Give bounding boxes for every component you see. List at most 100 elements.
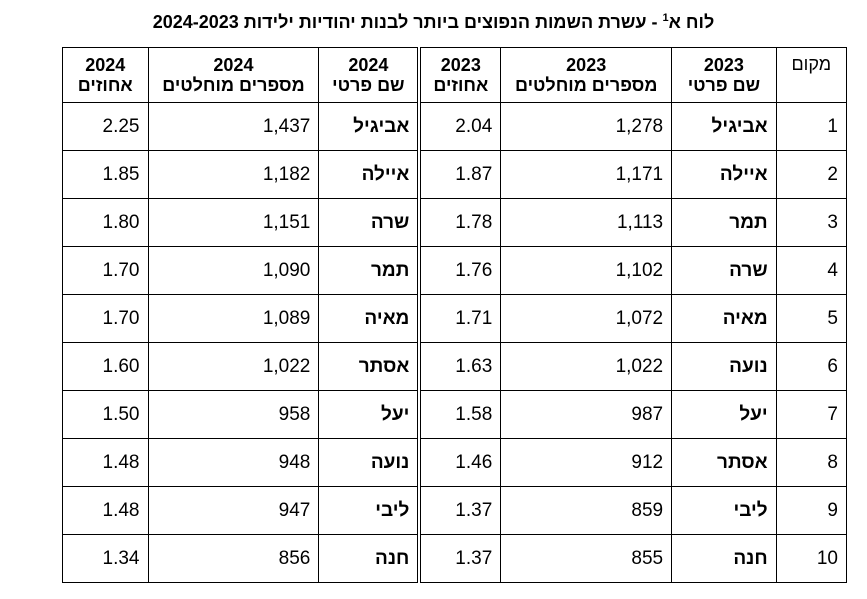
header-text: 2023 [703, 55, 744, 75]
table-cell: מאיה [671, 294, 777, 343]
header-text: שם פרטי [332, 75, 405, 95]
table-cell: 859 [500, 486, 673, 535]
table-cell: אסתר [318, 342, 420, 391]
table-cell: יעל [671, 390, 777, 439]
table-row: 1 אביגיל 1,278 2.04 אביגיל 1,437 2.25 [62, 102, 848, 151]
header-text: מספרים מוחלטים [162, 75, 305, 95]
table-cell: 1.58 [417, 390, 502, 439]
table-cell: 1.50 [62, 390, 149, 439]
table-cell: 948 [147, 438, 320, 487]
table-cell: 4 [775, 246, 848, 295]
table-cell: איילה [318, 150, 420, 199]
table-cell: 1,171 [500, 150, 673, 199]
table-row: 4 שרה 1,102 1.76 תמר 1,090 1.70 [62, 246, 848, 295]
table-cell: 1,102 [500, 246, 673, 295]
table-cell: אביגיל [318, 102, 420, 151]
header-text: אחוזים [77, 75, 133, 95]
table-cell: שרה [671, 246, 777, 295]
header-text: 2023 [440, 55, 481, 75]
table-cell: יעל [318, 390, 420, 439]
table-row: 8 אסתר 912 1.46 נועה 948 1.48 [62, 438, 848, 487]
table-cell: 958 [147, 390, 320, 439]
table-row: 6 נועה 1,022 1.63 אסתר 1,022 1.60 [62, 342, 848, 391]
header-text: מספרים מוחלטים [514, 75, 658, 95]
table-cell: 1.78 [417, 198, 502, 247]
table-cell: חנה [671, 534, 777, 583]
table-cell: 3 [775, 198, 848, 247]
table-cell: 1.87 [417, 150, 502, 199]
table-cell: 1.76 [417, 246, 502, 295]
table-cell: 1,182 [147, 150, 320, 199]
header-cell: מקום [775, 47, 848, 103]
table-cell: 2.04 [417, 102, 502, 151]
table-cell: מאיה [318, 294, 420, 343]
table-cell: 1.37 [417, 534, 502, 583]
table-row: 9 ליבי 859 1.37 ליבי 947 1.48 [62, 486, 848, 535]
table-cell: 987 [500, 390, 673, 439]
table-cell: 1.34 [62, 534, 149, 583]
table-cell: 1.70 [62, 246, 149, 295]
header-cell: 2023 אחוזים [417, 47, 502, 103]
table-cell: 1.80 [62, 198, 149, 247]
table-cell: איילה [671, 150, 777, 199]
table-cell: 1,151 [147, 198, 320, 247]
title-text: לוח א [668, 12, 715, 32]
table-cell: 1,113 [500, 198, 673, 247]
header-text: 2024 [85, 55, 126, 75]
header-text: אחוזים [433, 75, 489, 95]
table-cell: אסתר [671, 438, 777, 487]
table-cell: 1,090 [147, 246, 320, 295]
table-cell: נועה [671, 342, 777, 391]
table-cell: 856 [147, 534, 320, 583]
table-cell: 1,437 [147, 102, 320, 151]
table-cell: תמר [318, 246, 420, 295]
table-cell: 1 [775, 102, 848, 151]
title: לוח א1 - עשרת השמות הנפוצים ביותר לבנות … [0, 12, 867, 33]
table-cell: 8 [775, 438, 848, 487]
table-cell: 1.48 [62, 486, 149, 535]
table-cell: 1,072 [500, 294, 673, 343]
table-cell: 1,278 [500, 102, 673, 151]
table-cell: 1.48 [62, 438, 149, 487]
table-cell: 855 [500, 534, 673, 583]
table-row: 7 יעל 987 1.58 יעל 958 1.50 [62, 390, 848, 439]
footnote-mark: 1 [662, 12, 669, 24]
table-cell: 9 [775, 486, 848, 535]
names-table: מקום 2023 שם פרטי 2023 מספרים מוחלטים 2023 אחו… [62, 47, 848, 583]
table-cell: תמר [671, 198, 777, 247]
table-cell: 1,022 [500, 342, 673, 391]
table-cell: נועה [318, 438, 420, 487]
table-cell: 2.25 [62, 102, 149, 151]
header-text: מקום [791, 54, 832, 74]
header-text: 2024 [213, 55, 254, 75]
table-row: 5 מאיה 1,072 1.71 מאיה 1,089 1.70 [62, 294, 848, 343]
header-cell: 2023 מספרים מוחלטים [500, 47, 673, 103]
header-text: שם פרטי [687, 75, 761, 95]
table-cell: 1.63 [417, 342, 502, 391]
header-text: 2024 [348, 55, 389, 75]
table-cell: ליבי [671, 486, 777, 535]
title-text: - עשרת השמות הנפוצים ביותר לבנות יהודיות… [152, 12, 663, 32]
table-cell: חנה [318, 534, 420, 583]
table-cell: 1.60 [62, 342, 149, 391]
header-text: 2023 [566, 55, 607, 75]
table-cell: 1,089 [147, 294, 320, 343]
table-cell: ליבי [318, 486, 420, 535]
table-cell: 1.46 [417, 438, 502, 487]
header-cell: 2024 מספרים מוחלטים [147, 47, 320, 103]
table-row: 10 חנה 855 1.37 חנה 856 1.34 [62, 534, 848, 583]
table-cell: 5 [775, 294, 848, 343]
table-cell: 10 [775, 534, 848, 583]
table-cell: 7 [775, 390, 848, 439]
table-cell: 912 [500, 438, 673, 487]
table-cell: אביגיל [671, 102, 777, 151]
table-cell: 947 [147, 486, 320, 535]
table-cell: 1.70 [62, 294, 149, 343]
header-cell: 2024 שם פרטי [318, 47, 420, 103]
table-cell: 1.85 [62, 150, 149, 199]
table-row: 2 איילה 1,171 1.87 איילה 1,182 1.85 [62, 150, 848, 199]
header-cell: 2024 אחוזים [62, 47, 149, 103]
header-row: מקום 2023 שם פרטי 2023 מספרים מוחלטים 2023 אחו… [62, 47, 848, 103]
table-cell: 2 [775, 150, 848, 199]
table-cell: 1.71 [417, 294, 502, 343]
